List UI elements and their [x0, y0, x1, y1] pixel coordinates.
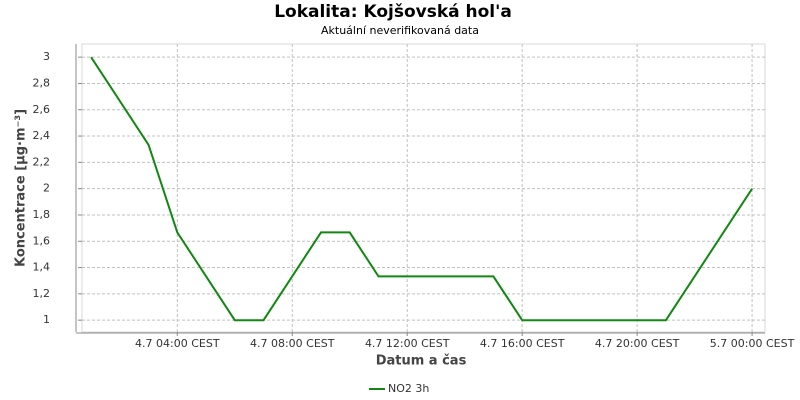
chart-subtitle: Aktuální neverifikovaná data	[321, 24, 479, 37]
chart-title: Lokalita: Kojšovská hol'a	[274, 2, 512, 22]
y-tick-label: 2,6	[33, 103, 51, 116]
y-tick-label: 2,4	[33, 129, 51, 142]
x-tick-label: 4.7 04:00 CEST	[135, 337, 220, 350]
x-axis-label: Datum a čas	[376, 354, 467, 369]
y-tick-label: 1,6	[33, 234, 51, 247]
x-tick-label: 4.7 20:00 CEST	[595, 337, 680, 350]
y-tick-label: 3	[43, 50, 50, 63]
y-tick-label: 1,8	[33, 208, 51, 221]
y-tick-label: 1,2	[33, 287, 51, 300]
y-tick-label: 1	[43, 313, 50, 326]
y-tick-label: 2,2	[33, 155, 51, 168]
y-tick-label: 2	[43, 182, 50, 195]
y-tick-label: 1,4	[33, 261, 51, 274]
x-tick-label: 4.7 12:00 CEST	[365, 337, 450, 350]
x-tick-label: 4.7 08:00 CEST	[250, 337, 335, 350]
data-line	[90, 56, 753, 322]
legend-label: NO2 3h	[388, 382, 429, 395]
y-axis-label: Koncentrace [µg·m⁻³]	[14, 109, 29, 267]
plot-area	[81, 43, 766, 333]
y-tick-label: 2,8	[33, 76, 51, 89]
x-tick-label: 5.7 00:00 CEST	[710, 337, 795, 350]
x-tick-label: 4.7 16:00 CEST	[480, 337, 565, 350]
